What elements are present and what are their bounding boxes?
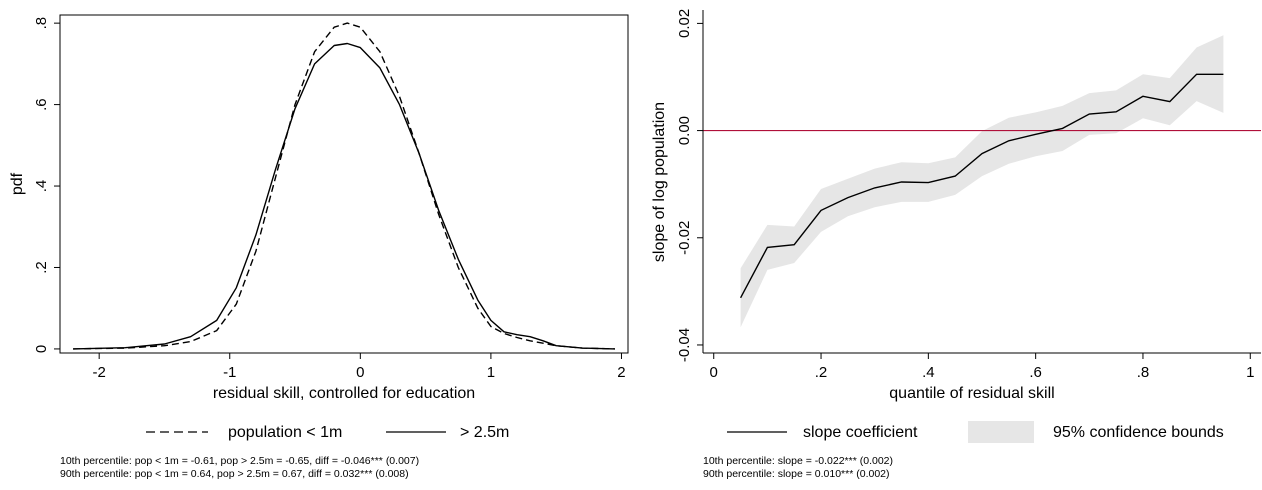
right-x-tick-label: .6 [1029,364,1042,381]
series-line-population-1m [73,22,615,350]
left-y-tick-label: .6 [33,98,50,111]
left-x-tick-label: 0 [356,364,364,381]
left-y-tick-label: .8 [33,17,50,30]
left-x-tick-label: -1 [223,364,236,381]
left-series-lines [73,22,615,350]
right-axes [702,10,1261,354]
legend-label-slope-coefficient: slope coefficient [803,424,918,441]
legend-label-confidence-bounds: 95% confidence bounds [1053,424,1224,441]
left-y-axis-title: pdf [9,172,26,195]
left-x-axis-title: residual skill, controlled for education [213,385,475,402]
series-line-slope-coefficient [739,73,1224,299]
right-y-tick-label: 0.00 [676,116,693,145]
right-y-tick-label: 0.02 [676,9,693,38]
right-chart: 0 .2 .4 .6 .8 1 -0.04 -0.02 0.00 0.02 quantile of… [651,9,1261,480]
right-x-tick-label: .2 [815,364,828,381]
left-y-tick-label: .2 [33,261,50,274]
right-x-axis-title: quantile of residual skill [889,385,1054,402]
right-x-tick-label: 1 [1246,364,1254,381]
confidence-band-area [740,35,1224,328]
right-series-lines [739,73,1224,299]
left-legend: population < 1m > 2.5m [146,424,509,441]
right-y-tick-label: -0.02 [676,221,693,255]
right-x-tick-label: .4 [922,364,935,381]
left-y-tick-label: .4 [33,180,50,193]
right-confidence-band [740,35,1224,328]
right-note-10th-percentile: 10th percentile: slope = -0.022*** (0.00… [703,455,893,467]
left-x-tick-label: -2 [93,364,106,381]
right-axis-ticks: 0 .2 .4 .6 .8 1 -0.04 -0.02 0.00 0.02 [676,9,1254,381]
left-note-90th-percentile: 90th percentile: pop < 1m = 0.64, pop > … [60,468,409,480]
legend-label-gt-2-5m: > 2.5m [460,424,509,441]
left-plot-area [59,14,629,354]
left-y-tick-label: 0 [33,345,50,353]
right-x-tick-label: 0 [710,364,718,381]
right-legend: slope coefficient 95% confidence bounds [727,421,1224,443]
right-y-tick-label: -0.04 [676,328,693,362]
right-y-axis-title: slope of log population [651,102,668,262]
left-axis-ticks: -2 -1 0 1 2 0 .2 .4 .6 .8 [33,17,626,381]
series-line-2-5m [73,42,615,350]
legend-swatch-confidence-bounds [968,421,1034,443]
legend-label-population-lt-1m: population < 1m [228,424,342,441]
right-x-tick-label: .8 [1137,364,1150,381]
left-x-tick-label: 2 [617,364,625,381]
left-chart: -2 -1 0 1 2 0 .2 .4 .6 .8 residual skill, control… [9,14,629,480]
left-x-tick-label: 1 [487,364,495,381]
left-note-10th-percentile: 10th percentile: pop < 1m = -0.61, pop >… [60,455,419,467]
right-note-90th-percentile: 90th percentile: slope = 0.010*** (0.002… [703,468,890,480]
